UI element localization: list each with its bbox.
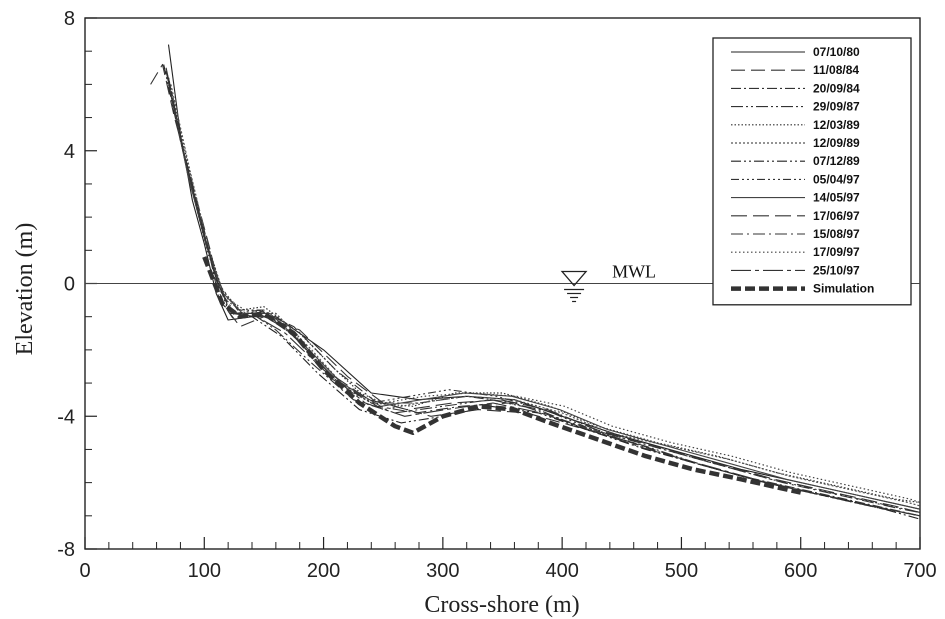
- x-axis-title: Cross-shore (m): [424, 592, 579, 618]
- legend-entry: 29/09/87: [813, 100, 860, 114]
- legend-entry: 12/09/89: [813, 136, 860, 150]
- x-tick-label: 400: [545, 560, 578, 582]
- x-axis: 0 100 200 300 400 500 600 700: [79, 537, 937, 582]
- x-tick-label: 600: [784, 560, 817, 582]
- y-tick-label: -4: [57, 406, 75, 428]
- legend-entry: 07/10/80: [813, 45, 860, 59]
- series-layer: [150, 44, 921, 520]
- legend-entry: 25/10/97: [813, 263, 860, 277]
- legend-entry: 20/09/84: [813, 81, 860, 95]
- series-line-14-05-97: [169, 87, 921, 510]
- x-tick-label: 300: [426, 560, 459, 582]
- y-tick-label: 4: [64, 141, 75, 163]
- y-axis: -8 -4 0 4 8: [57, 8, 97, 561]
- x-tick-label: 100: [188, 560, 221, 582]
- series-line-simulation: [202, 256, 802, 495]
- triangle-marker: [560, 270, 588, 287]
- mwl-label: MWL: [612, 262, 656, 282]
- x-tick-label: 200: [307, 560, 340, 582]
- legend-box: [712, 37, 912, 306]
- legend: 07/10/80 11/08/84 20/09/84 29/09/87 12/03/89…: [712, 37, 912, 306]
- legend-entry: 07/12/89: [813, 154, 860, 168]
- mwl-annotation: MWL: [560, 262, 656, 303]
- series-line-25-10-97: [165, 67, 921, 517]
- y-tick-label: -8: [57, 539, 75, 561]
- series-line-07-12-89: [163, 64, 921, 520]
- legend-entry: Simulation: [813, 282, 874, 296]
- legend-entry: 14/05/97: [813, 191, 860, 205]
- x-tick-label: 500: [665, 560, 698, 582]
- legend-entry: 12/03/89: [813, 118, 860, 132]
- water-level-symbol-icon: [560, 270, 588, 303]
- legend-entry: 17/09/97: [813, 245, 860, 259]
- y-axis-title: Elevation (m): [12, 223, 38, 356]
- series-line-17-09-97: [170, 90, 921, 504]
- legend-entry: 15/08/97: [813, 227, 860, 241]
- series-line-12-09-89: [170, 84, 921, 507]
- legend-entry: 05/04/97: [813, 172, 860, 186]
- y-tick-label: 8: [64, 8, 75, 30]
- y-tick-label: 0: [64, 274, 75, 296]
- legend-entry: 11/08/84: [813, 63, 859, 77]
- legend-entry: 17/06/97: [813, 209, 860, 223]
- series-line-07-10-80: [167, 44, 921, 510]
- x-tick-label: 0: [79, 560, 90, 582]
- x-tick-label: 700: [903, 560, 936, 582]
